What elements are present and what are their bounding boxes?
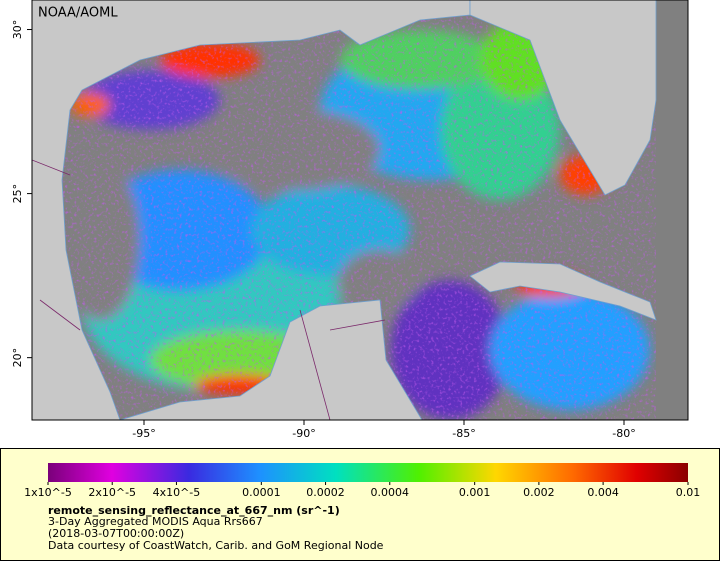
map-label: NOAA/AOML <box>38 6 118 21</box>
atlantic-no-data <box>656 0 688 420</box>
legend-line: (2018-03-07T00:00:00Z) <box>48 527 184 540</box>
colorbar-tick-label: 0.001 <box>459 486 491 499</box>
colorbar <box>48 463 688 482</box>
x-tick-label: -85° <box>452 427 475 440</box>
colorbar-tick-label: 2x10^-5 <box>88 486 136 499</box>
colorbar-tick-label: 0.0001 <box>242 486 281 499</box>
x-tick-label: -80° <box>612 427 635 440</box>
x-tick-label: -90° <box>292 427 315 440</box>
y-tick-label: 20° <box>11 348 24 368</box>
colorbar-tick-label: 1x10^-5 <box>24 486 72 499</box>
y-tick-label: 25° <box>11 184 24 204</box>
legend-line: Data courtesy of CoastWatch, Carib. and … <box>48 539 384 552</box>
y-tick-label: 30° <box>11 20 24 40</box>
colorbar-tick-label: 0.0004 <box>371 486 410 499</box>
legend-line: 3-Day Aggregated MODIS Aqua Rrs667 <box>48 515 263 528</box>
x-tick-label: -95° <box>132 427 155 440</box>
legend-title: remote_sensing_reflectance_at_667_nm (sr… <box>48 504 340 517</box>
map <box>32 0 688 420</box>
colorbar-tick-label: 0.0002 <box>306 486 345 499</box>
borders <box>32 159 386 420</box>
colorbar-tick-label: 4x10^-5 <box>153 486 201 499</box>
colorbar-tick-label: 0.004 <box>587 486 619 499</box>
land <box>32 0 657 420</box>
colorbar-tick-label: 0.01 <box>676 486 701 499</box>
colorbar-tick-label: 0.002 <box>523 486 555 499</box>
map-frame <box>31 0 689 421</box>
